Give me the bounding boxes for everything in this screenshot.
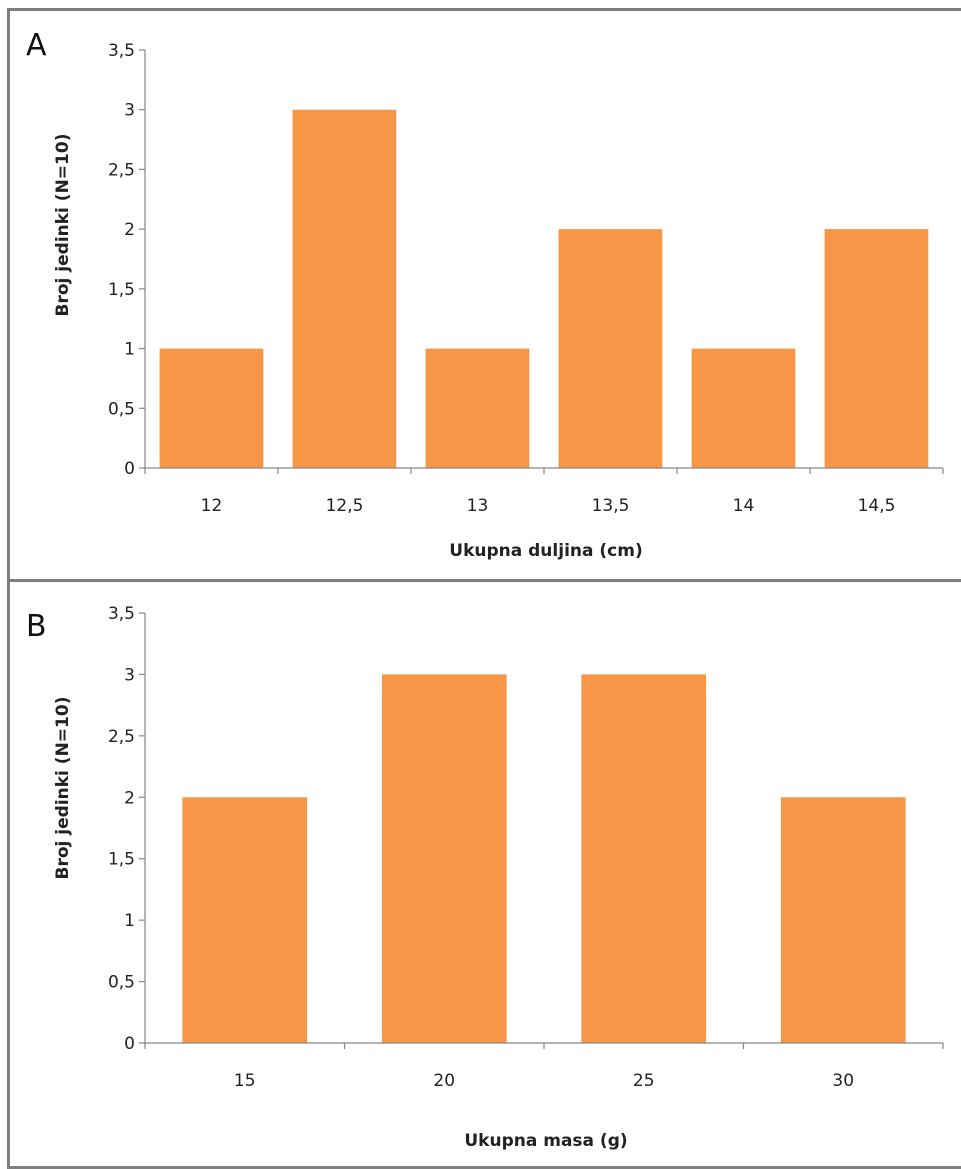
x-tick-a-3: 13,5 (592, 496, 630, 516)
y-tick-b-0: 0 (124, 1034, 145, 1054)
bar-b-3 (780, 797, 906, 1043)
y-tick-a-4: 2 (124, 220, 145, 240)
y-tick-a-5: 2,5 (108, 160, 145, 180)
y-tick-label-a-5: 2,5 (108, 160, 135, 180)
x-tick-b-1: 20 (433, 1071, 455, 1091)
y-tick-b-5: 2,5 (108, 727, 145, 747)
y-tick-b-2: 1 (124, 911, 145, 931)
y-tick-b-4: 2 (124, 788, 145, 808)
bar-a-5 (824, 229, 929, 468)
y-tick-label-b-7: 3,5 (108, 604, 135, 624)
chart-a-svg: 0 0,5 1 1,5 2 2,5 3 3,5 12 12,5 13 13,5 14 14,5 Broj … (53, 41, 944, 561)
x-tick-a-0: 12 (201, 496, 223, 516)
y-tick-label-b-4: 2 (124, 788, 135, 808)
x-tick-a-2: 13 (467, 496, 489, 516)
x-tick-label-a-5: 14,5 (858, 496, 896, 516)
x-tick-label-a-3: 13,5 (592, 496, 630, 516)
x-tick-label-a-1: 12,5 (326, 496, 364, 516)
y-tick-label-a-1: 0,5 (108, 399, 135, 419)
y-tick-b-7: 3,5 (108, 604, 145, 624)
y-tick-label-a-7: 3,5 (108, 41, 135, 61)
bar-b-2 (581, 674, 707, 1043)
bar-a-4 (691, 348, 796, 468)
y-tick-label-a-2: 1 (124, 340, 135, 360)
bar-a-3 (558, 229, 663, 468)
bar-a-0 (159, 348, 264, 468)
x-tick-a-1: 12,5 (326, 496, 364, 516)
y-tick-label-a-3: 1,5 (108, 280, 135, 300)
x-tick-label-a-2: 13 (467, 496, 489, 516)
x-tick-label-b-0: 15 (234, 1071, 256, 1091)
y-tick-label-a-0: 0 (124, 459, 135, 479)
y-axis-title-a: Broj jedinki (N=10) (53, 134, 73, 317)
x-tick-a-4: 14 (733, 496, 755, 516)
y-tick-label-a-4: 2 (124, 220, 135, 240)
y-tick-label-b-0: 0 (124, 1034, 135, 1054)
bar-a-2 (425, 348, 530, 468)
bar-a-1 (292, 109, 397, 468)
bar-b-0 (182, 797, 308, 1043)
x-tick-label-b-2: 25 (633, 1071, 655, 1091)
plot-area-b: 0 0,5 1 1,5 2 2,5 3 3,5 15 20 25 30 (108, 604, 944, 1091)
y-tick-label-a-6: 3 (124, 101, 135, 121)
x-tick-label-a-4: 14 (733, 496, 755, 516)
x-tick-label-b-1: 20 (433, 1071, 455, 1091)
x-tick-b-0: 15 (234, 1071, 256, 1091)
panel-label-a: A (26, 28, 47, 63)
x-tick-b-3: 30 (832, 1071, 854, 1091)
y-tick-a-2: 1 (124, 340, 145, 360)
panel-label-b: B (26, 609, 47, 644)
chart-panel-b: B 0 0,5 1 1,5 2 2,5 3 3,5 15 20 25 30 Broj jedinki … (7, 579, 961, 1169)
y-tick-a-3: 1,5 (108, 280, 145, 300)
y-tick-a-6: 3 (124, 101, 145, 121)
y-tick-b-3: 1,5 (108, 850, 145, 870)
chart-panel-a: A 0 0,5 1 1,5 2 2,5 3 3,5 12 12,5 13 13,5 14 14,5 Bro… (7, 8, 961, 582)
y-tick-b-1: 0,5 (108, 973, 145, 993)
x-tick-a-5: 14,5 (858, 496, 896, 516)
chart-b-svg: 0 0,5 1 1,5 2 2,5 3 3,5 15 20 25 30 Broj jedinki (N… (53, 604, 944, 1151)
y-tick-label-b-3: 1,5 (108, 850, 135, 870)
x-tick-label-b-3: 30 (832, 1071, 854, 1091)
x-axis-title-b: Ukupna masa (g) (464, 1131, 627, 1151)
bar-b-1 (381, 674, 507, 1043)
y-tick-a-7: 3,5 (108, 41, 145, 61)
x-tick-b-2: 25 (633, 1071, 655, 1091)
x-tick-label-a-0: 12 (201, 496, 223, 516)
y-tick-label-b-2: 1 (124, 911, 135, 931)
plot-area-a: 0 0,5 1 1,5 2 2,5 3 3,5 12 12,5 13 13,5 14 14,5 (108, 41, 944, 516)
y-tick-label-b-6: 3 (124, 665, 135, 685)
y-tick-label-b-5: 2,5 (108, 727, 135, 747)
y-axis-title-b: Broj jedinki (N=10) (53, 697, 73, 880)
y-tick-a-1: 0,5 (108, 399, 145, 419)
y-tick-a-0: 0 (124, 459, 145, 479)
y-tick-b-6: 3 (124, 665, 145, 685)
x-axis-title-a: Ukupna duljina (cm) (449, 541, 642, 561)
y-tick-label-b-1: 0,5 (108, 973, 135, 993)
